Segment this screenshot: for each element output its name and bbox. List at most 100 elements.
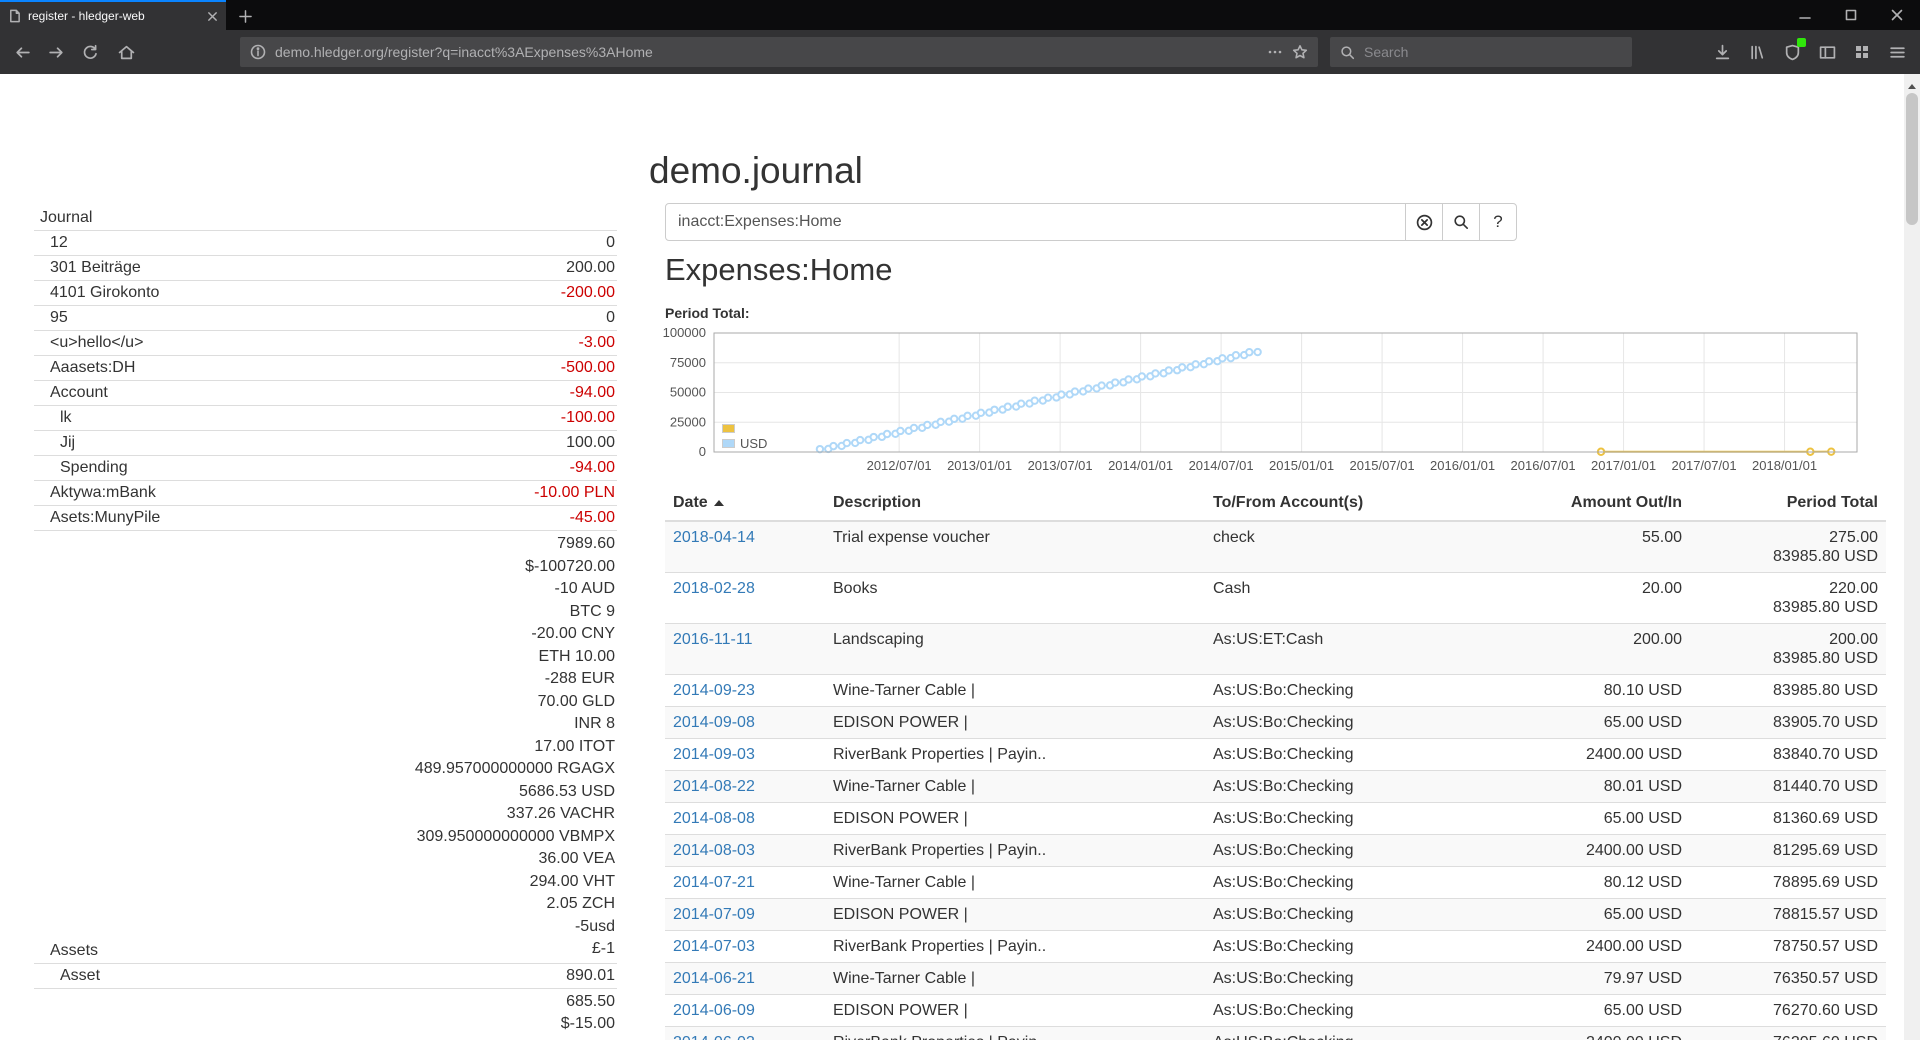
transaction-date-link[interactable]: 2014-09-23 <box>673 682 755 699</box>
period-total-line: 83840.70 USD <box>1773 746 1878 763</box>
window-close-button[interactable] <box>1874 0 1920 30</box>
new-tab-button[interactable] <box>232 3 258 29</box>
transaction-date-link[interactable]: 2018-04-14 <box>673 529 755 546</box>
legend-entry <box>722 421 767 436</box>
back-button[interactable] <box>8 38 36 66</box>
transaction-date-link[interactable]: 2014-09-03 <box>673 746 755 763</box>
download-icon[interactable] <box>1709 38 1735 66</box>
transaction-date-link[interactable]: 2014-07-03 <box>673 938 755 955</box>
transaction-date-link[interactable]: 2014-08-22 <box>673 778 755 795</box>
account-link[interactable]: 12 <box>50 234 68 251</box>
account-link[interactable]: 95 <box>50 309 68 326</box>
account-balance: -20.00 CNY <box>531 625 615 642</box>
account-link[interactable]: Asets:MunyPile <box>50 509 161 526</box>
transaction-date-link[interactable]: 2014-08-03 <box>673 842 755 859</box>
register-date-cell: 2014-08-03 <box>665 834 825 867</box>
transaction-date-link[interactable]: 2014-06-09 <box>673 1002 755 1019</box>
register-row: 2014-07-09 EDISON POWER | As:US:Bo:Checkin… <box>665 898 1886 931</box>
register-description-cell: EDISON POWER | <box>825 802 1205 835</box>
browser-titlebar: register - hledger-web <box>0 0 1920 30</box>
register-description-cell: EDISON POWER | <box>825 898 1205 931</box>
register-total-cell: 81360.69 USD <box>1690 802 1886 835</box>
page-scrollbar[interactable] <box>1904 74 1920 1040</box>
period-total-line: 81295.69 USD <box>1773 842 1878 859</box>
extension-icon[interactable] <box>1779 38 1806 66</box>
account-balance: 337.26 VACHR <box>506 805 615 822</box>
bookmark-star-icon[interactable] <box>1292 44 1308 60</box>
account-balances: -45.00 <box>570 508 615 528</box>
transaction-date-link[interactable]: 2014-07-21 <box>673 874 755 891</box>
window-maximize-button[interactable] <box>1828 0 1874 30</box>
transaction-date-link[interactable]: 2014-07-09 <box>673 906 755 923</box>
transaction-date-link[interactable]: 2018-02-28 <box>673 580 755 597</box>
account-link[interactable]: Asset <box>60 966 101 984</box>
page-actions-icon[interactable] <box>1267 44 1283 60</box>
reload-button[interactable] <box>76 38 104 66</box>
register-description-cell: RiverBank Properties | Payin.. <box>825 1026 1205 1040</box>
scroll-up-icon[interactable] <box>1908 80 1916 89</box>
register-total-cell: 83840.70 USD <box>1690 738 1886 771</box>
register-date-cell: 2014-08-22 <box>665 770 825 803</box>
account-link[interactable]: 301 Beiträge <box>50 259 141 276</box>
register-description-cell: Wine-Tarner Cable | <box>825 770 1205 803</box>
register-account-cell: As:US:Bo:Checking <box>1205 706 1500 739</box>
register-date-cell: 2018-04-14 <box>665 520 825 573</box>
account-link[interactable]: Spending <box>60 459 128 476</box>
scrollbar-thumb[interactable] <box>1906 93 1918 225</box>
register-row: 2014-06-09 EDISON POWER | As:US:Bo:Checkin… <box>665 994 1886 1027</box>
account-balance: -288 EUR <box>544 670 615 687</box>
account-link[interactable]: 4101 Girokonto <box>50 284 160 301</box>
site-info-icon[interactable] <box>250 44 266 60</box>
account-balance: 100.00 <box>566 434 615 451</box>
account-balance: 0 <box>606 234 615 251</box>
account-balance: BTC 9 <box>569 602 615 620</box>
query-input[interactable] <box>665 203 1406 241</box>
search-help-button[interactable]: ? <box>1479 203 1517 241</box>
home-button[interactable] <box>112 38 140 66</box>
sidebar-account-row: Aaasets:DH -500.00 <box>34 356 617 381</box>
register-table: Date Description To/From Account(s) Amou… <box>665 486 1886 1040</box>
account-balances: -500.00 <box>561 358 615 378</box>
transaction-date-link[interactable]: 2014-06-21 <box>673 970 755 987</box>
account-balance: 36.00 VEA <box>538 850 616 867</box>
svg-text:2012/07/01: 2012/07/01 <box>867 458 932 473</box>
register-total-cell: 78750.57 USD <box>1690 930 1886 963</box>
submit-search-button[interactable] <box>1442 203 1480 241</box>
svg-text:2014/07/01: 2014/07/01 <box>1189 458 1254 473</box>
register-account-cell: As:US:Bo:Checking <box>1205 738 1500 771</box>
transaction-date-link[interactable]: 2014-09-08 <box>673 714 755 731</box>
legend-label: USD <box>740 436 768 451</box>
account-link[interactable]: lk <box>60 409 72 426</box>
account-link[interactable]: Assets <box>50 941 99 959</box>
browser-search-bar[interactable]: Search <box>1330 37 1632 67</box>
transaction-date-link[interactable]: 2014-08-08 <box>673 810 755 827</box>
sidebar-toggle-icon[interactable] <box>1814 38 1840 66</box>
window-minimize-button[interactable] <box>1782 0 1828 30</box>
grid-icon[interactable] <box>1849 38 1875 66</box>
period-total-line: 83985.80 USD <box>1773 548 1878 565</box>
column-header-date[interactable]: Date <box>665 486 825 522</box>
svg-text:2014/01/01: 2014/01/01 <box>1108 458 1173 473</box>
transaction-date-link[interactable]: 2016-11-11 <box>673 631 753 648</box>
url-bar[interactable]: demo.hledger.org/register?q=inacct%3AExp… <box>240 37 1318 67</box>
transaction-date-link[interactable]: 2014-06-03 <box>673 1034 755 1040</box>
forward-button[interactable] <box>42 38 70 66</box>
account-link[interactable]: Aktywa:mBank <box>50 484 156 501</box>
register-row: 2018-02-28 Books Cash 20.00 220.00 83985.80 U… <box>665 572 1886 624</box>
tab-close-icon[interactable] <box>207 11 218 22</box>
clear-query-button[interactable] <box>1405 203 1443 241</box>
account-balance: -500.00 <box>560 359 615 376</box>
register-date-cell: 2014-07-09 <box>665 898 825 931</box>
journal-link[interactable]: Journal <box>40 209 93 226</box>
menu-icon[interactable] <box>1884 38 1910 66</box>
account-balance: 685.50 <box>566 992 615 1010</box>
account-link[interactable]: Jij <box>60 434 76 451</box>
library-icon[interactable] <box>1744 38 1770 66</box>
period-total-line: 78750.57 USD <box>1773 938 1878 955</box>
account-link[interactable]: <u>hello</u> <box>50 334 144 351</box>
account-link[interactable]: Aaasets:DH <box>50 359 136 376</box>
url-text[interactable]: demo.hledger.org/register?q=inacct%3AExp… <box>275 44 653 60</box>
account-link[interactable]: Account <box>50 384 108 401</box>
browser-tab[interactable]: register - hledger-web <box>0 0 226 30</box>
account-balance: 2.05 ZCH <box>546 895 615 912</box>
